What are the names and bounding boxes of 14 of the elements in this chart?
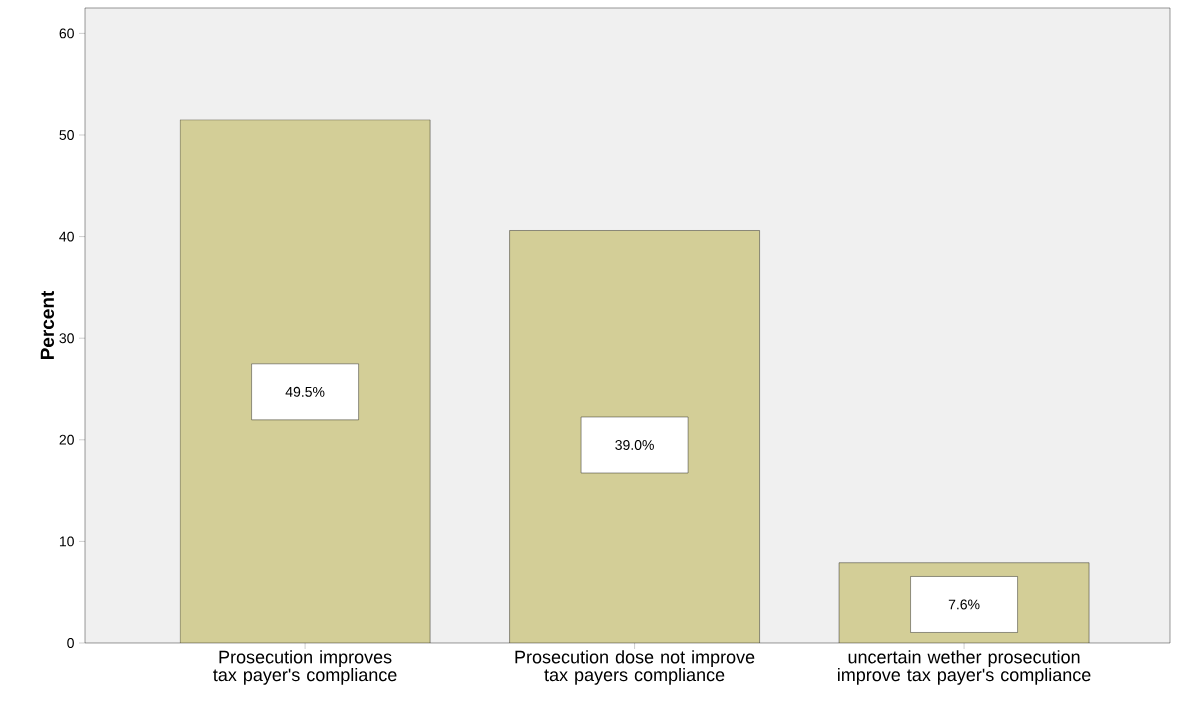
y-tick-label: 10	[59, 536, 74, 547]
y-axis-title: Percent	[40, 290, 55, 360]
annotation: 39.0%	[615, 440, 654, 450]
y-tick-label: 30	[59, 333, 74, 344]
y-tick-label: 50	[59, 130, 74, 140]
x-tick-label: uncertain wether prosecution improve tax payer's compliance	[838, 650, 1091, 685]
y-tick-label: 20	[59, 434, 74, 445]
y-tick-label: 60	[59, 28, 74, 39]
x-tick-label: Prosecution improves tax payer's compliance	[213, 650, 397, 685]
annotation: 49.5%	[285, 386, 325, 397]
x-tick-label: Prosecution dose not improve tax payers compliance	[515, 650, 755, 685]
y-tick-label: 0	[67, 638, 74, 648]
annotation: 7.6%	[948, 599, 980, 610]
y-tick-label: 40	[59, 231, 74, 242]
